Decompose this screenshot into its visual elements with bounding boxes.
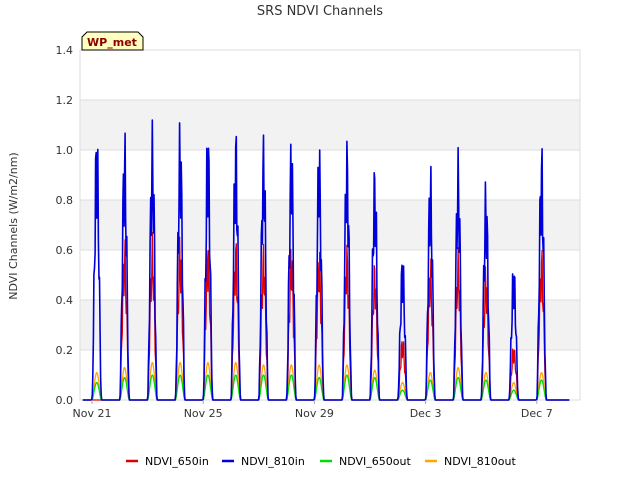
- legend-label: NDVI_650in: [145, 455, 209, 468]
- x-tick-label: Dec 3: [410, 407, 442, 420]
- series-layer: [82, 119, 570, 401]
- y-tick-label: 0.0: [56, 394, 74, 407]
- plot-background-bands: [80, 100, 580, 350]
- y-tick-label: 0.6: [56, 244, 74, 257]
- station-badge: WP_met: [81, 31, 144, 51]
- x-tick-label: Nov 21: [73, 407, 112, 420]
- legend: NDVI_650in NDVI_810in NDVI_650out NDVI_810o…: [126, 455, 516, 468]
- legend-label: NDVI_650out: [339, 455, 411, 468]
- y-tick-label: 0.8: [56, 194, 74, 207]
- y-tick-label: 1.0: [56, 144, 74, 157]
- y-tick-label: 0.2: [56, 344, 74, 357]
- band-5: [80, 100, 580, 150]
- legend-item: NDVI_650in: [126, 455, 209, 468]
- legend-item: NDVI_810in: [222, 455, 305, 468]
- legend-label: NDVI_810out: [444, 455, 516, 468]
- y-tick-label: 1.2: [56, 94, 74, 107]
- y-tick-label: 0.4: [56, 294, 74, 307]
- station-badge-label: WP_met: [87, 36, 137, 49]
- x-tick-label: Nov 25: [184, 407, 223, 420]
- y-tick-label: 1.4: [56, 44, 74, 57]
- legend-item: NDVI_650out: [320, 455, 411, 468]
- band-1: [80, 300, 580, 350]
- chart-title: SRS NDVI Channels: [257, 4, 383, 19]
- x-tick-label: Dec 7: [521, 407, 553, 420]
- y-axis-label: NDVI Channels (W/m2/nm): [7, 152, 20, 299]
- series-line-NDVI_810in: [82, 119, 570, 401]
- y-axis-ticks: 0.0 0.2 0.4 0.6 0.8 1.0 1.2 1.4: [56, 44, 74, 407]
- station-badge-box: [81, 31, 144, 51]
- x-axis-ticks: Nov 21 Nov 25 Nov 29 Dec 3 Dec 7: [73, 400, 553, 420]
- legend-label: NDVI_810in: [241, 455, 305, 468]
- legend-item: NDVI_810out: [425, 455, 516, 468]
- band-3: [80, 200, 580, 250]
- x-tick-label: Nov 29: [295, 407, 334, 420]
